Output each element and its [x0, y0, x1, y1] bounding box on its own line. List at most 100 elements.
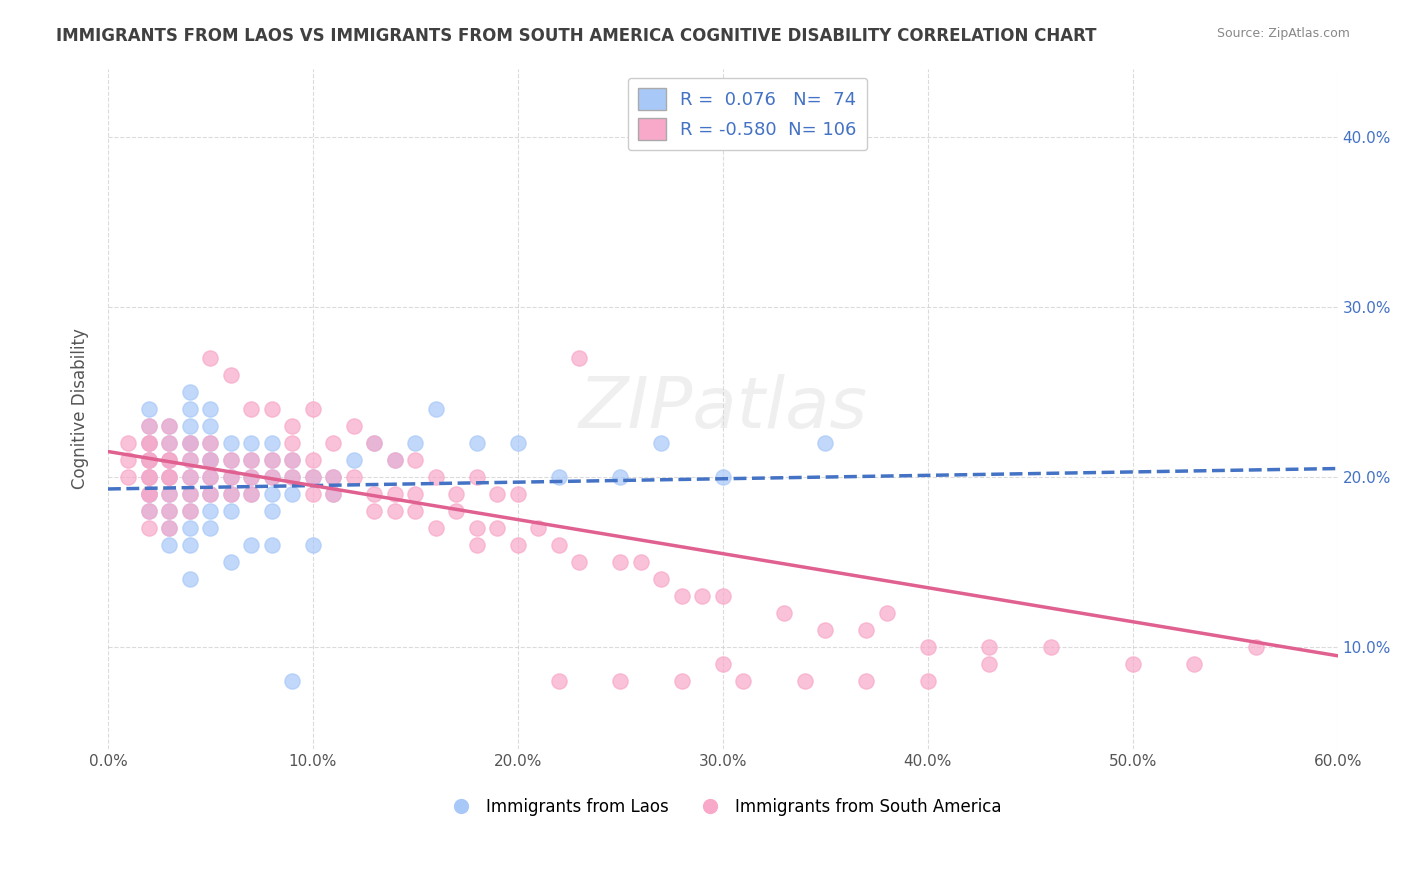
Point	[363, 436, 385, 450]
Point	[281, 436, 304, 450]
Point	[260, 401, 283, 416]
Point	[219, 436, 242, 450]
Point	[384, 453, 406, 467]
Point	[363, 504, 385, 518]
Point	[159, 470, 181, 484]
Point	[240, 538, 263, 552]
Point	[322, 470, 344, 484]
Point	[527, 521, 550, 535]
Point	[384, 504, 406, 518]
Point	[917, 640, 939, 655]
Point	[568, 351, 591, 365]
Point	[711, 470, 734, 484]
Point	[138, 487, 160, 501]
Point	[404, 487, 426, 501]
Point	[219, 453, 242, 467]
Point	[179, 384, 201, 399]
Text: Source: ZipAtlas.com: Source: ZipAtlas.com	[1216, 27, 1350, 40]
Point	[609, 674, 631, 689]
Point	[240, 470, 263, 484]
Point	[138, 470, 160, 484]
Point	[425, 521, 447, 535]
Point	[159, 453, 181, 467]
Point	[200, 453, 222, 467]
Point	[302, 453, 325, 467]
Point	[506, 487, 529, 501]
Point	[281, 674, 304, 689]
Point	[179, 453, 201, 467]
Point	[1244, 640, 1267, 655]
Point	[547, 538, 569, 552]
Point	[855, 624, 877, 638]
Point	[363, 487, 385, 501]
Point	[240, 487, 263, 501]
Point	[200, 470, 222, 484]
Y-axis label: Cognitive Disability: Cognitive Disability	[72, 328, 89, 490]
Point	[650, 572, 672, 586]
Point	[159, 538, 181, 552]
Point	[465, 538, 488, 552]
Point	[240, 470, 263, 484]
Point	[200, 351, 222, 365]
Point	[138, 419, 160, 434]
Point	[343, 453, 366, 467]
Point	[138, 453, 160, 467]
Point	[159, 453, 181, 467]
Point	[200, 419, 222, 434]
Point	[547, 674, 569, 689]
Point	[343, 419, 366, 434]
Point	[179, 504, 201, 518]
Point	[506, 436, 529, 450]
Point	[917, 674, 939, 689]
Point	[200, 436, 222, 450]
Point	[200, 487, 222, 501]
Point	[138, 453, 160, 467]
Point	[281, 453, 304, 467]
Point	[302, 470, 325, 484]
Legend: Immigrants from Laos, Immigrants from South America: Immigrants from Laos, Immigrants from So…	[437, 791, 1008, 822]
Point	[281, 419, 304, 434]
Point	[260, 470, 283, 484]
Point	[179, 487, 201, 501]
Point	[425, 401, 447, 416]
Point	[711, 589, 734, 603]
Point	[302, 487, 325, 501]
Point	[302, 538, 325, 552]
Point	[159, 470, 181, 484]
Point	[159, 504, 181, 518]
Point	[117, 453, 139, 467]
Point	[159, 453, 181, 467]
Point	[159, 521, 181, 535]
Point	[159, 504, 181, 518]
Point	[138, 436, 160, 450]
Point	[179, 470, 201, 484]
Point	[343, 470, 366, 484]
Point	[240, 436, 263, 450]
Point	[117, 470, 139, 484]
Point	[179, 504, 201, 518]
Point	[179, 521, 201, 535]
Point	[855, 674, 877, 689]
Point	[179, 538, 201, 552]
Point	[486, 521, 509, 535]
Point	[138, 487, 160, 501]
Point	[159, 487, 181, 501]
Point	[219, 368, 242, 382]
Point	[138, 521, 160, 535]
Point	[260, 453, 283, 467]
Point	[200, 487, 222, 501]
Point	[200, 521, 222, 535]
Point	[138, 419, 160, 434]
Point	[363, 436, 385, 450]
Point	[281, 470, 304, 484]
Point	[219, 453, 242, 467]
Point	[240, 401, 263, 416]
Point	[240, 453, 263, 467]
Point	[200, 436, 222, 450]
Point	[219, 555, 242, 569]
Point	[384, 453, 406, 467]
Point	[322, 436, 344, 450]
Point	[814, 624, 837, 638]
Point	[302, 470, 325, 484]
Point	[138, 487, 160, 501]
